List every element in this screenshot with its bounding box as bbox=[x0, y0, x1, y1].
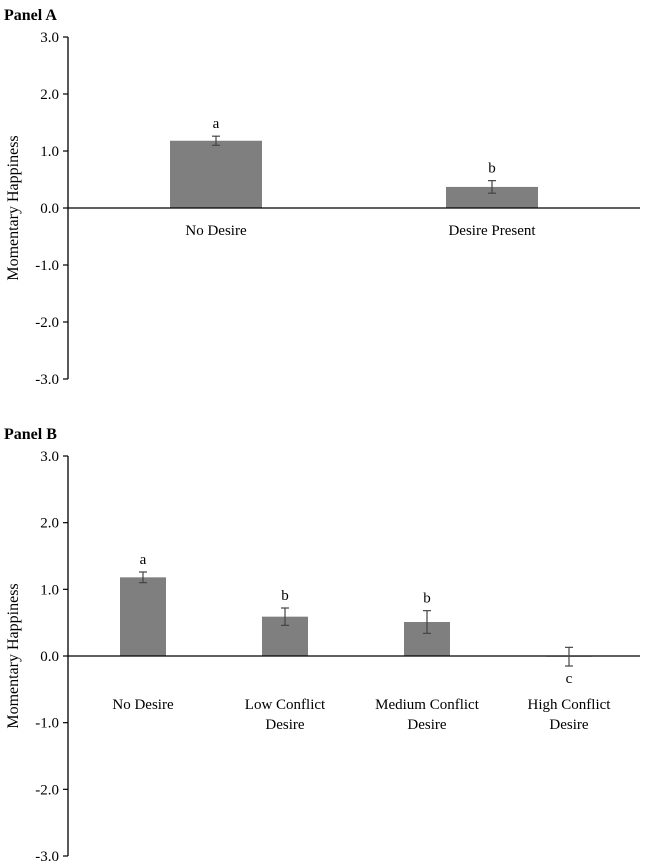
y-tick-label: 2.0 bbox=[40, 516, 59, 532]
panel-a: Panel A 3.0 2.0 1.0 0.0 -1.0 -2.0 -3.0 Momentary… bbox=[4, 7, 640, 388]
bar bbox=[446, 186, 538, 208]
panel-b: Panel B 3.0 2.0 1.0 0.0 -1.0 -2.0 -3.0 Momentary… bbox=[4, 426, 640, 865]
y-tick-label: 3.0 bbox=[40, 449, 59, 465]
category-label: No Desire bbox=[112, 697, 174, 713]
y-tick-label: -2.0 bbox=[35, 315, 59, 331]
y-tick-label: 3.0 bbox=[40, 30, 59, 46]
y-tick-label: 2.0 bbox=[40, 87, 59, 103]
category-label: No Desire bbox=[185, 223, 247, 239]
bar bbox=[170, 140, 262, 208]
category-label: High Conflict bbox=[528, 697, 612, 713]
category-label: Desire Present bbox=[448, 223, 536, 239]
y-axis-title: Momentary Happiness bbox=[5, 135, 22, 280]
category-label: Desire bbox=[407, 717, 446, 733]
y-tick-label: 0.0 bbox=[40, 649, 59, 665]
significance-label: c bbox=[566, 671, 573, 687]
significance-label: b bbox=[488, 161, 496, 177]
y-axis-title: Momentary Happiness bbox=[5, 583, 22, 728]
category-label: Low Conflict bbox=[245, 697, 326, 713]
y-tick-label: -1.0 bbox=[35, 716, 59, 732]
significance-label: a bbox=[213, 116, 220, 132]
y-tick-label: -1.0 bbox=[35, 258, 59, 274]
y-tick-label: -2.0 bbox=[35, 782, 59, 798]
panel-a-title: Panel A bbox=[4, 7, 57, 24]
category-label: Desire bbox=[265, 717, 304, 733]
y-tick-label: -3.0 bbox=[35, 372, 59, 388]
bar bbox=[120, 577, 166, 656]
significance-label: b bbox=[423, 591, 431, 607]
category-label: Medium Conflict bbox=[375, 697, 480, 713]
panel-b-title: Panel B bbox=[4, 426, 57, 443]
category-label: Desire bbox=[549, 717, 588, 733]
y-tick-label: -3.0 bbox=[35, 849, 59, 865]
significance-label: a bbox=[140, 552, 147, 568]
y-tick-label: 1.0 bbox=[40, 144, 59, 160]
y-tick-label: 0.0 bbox=[40, 201, 59, 217]
significance-label: b bbox=[281, 588, 289, 604]
y-tick-label: 1.0 bbox=[40, 582, 59, 598]
